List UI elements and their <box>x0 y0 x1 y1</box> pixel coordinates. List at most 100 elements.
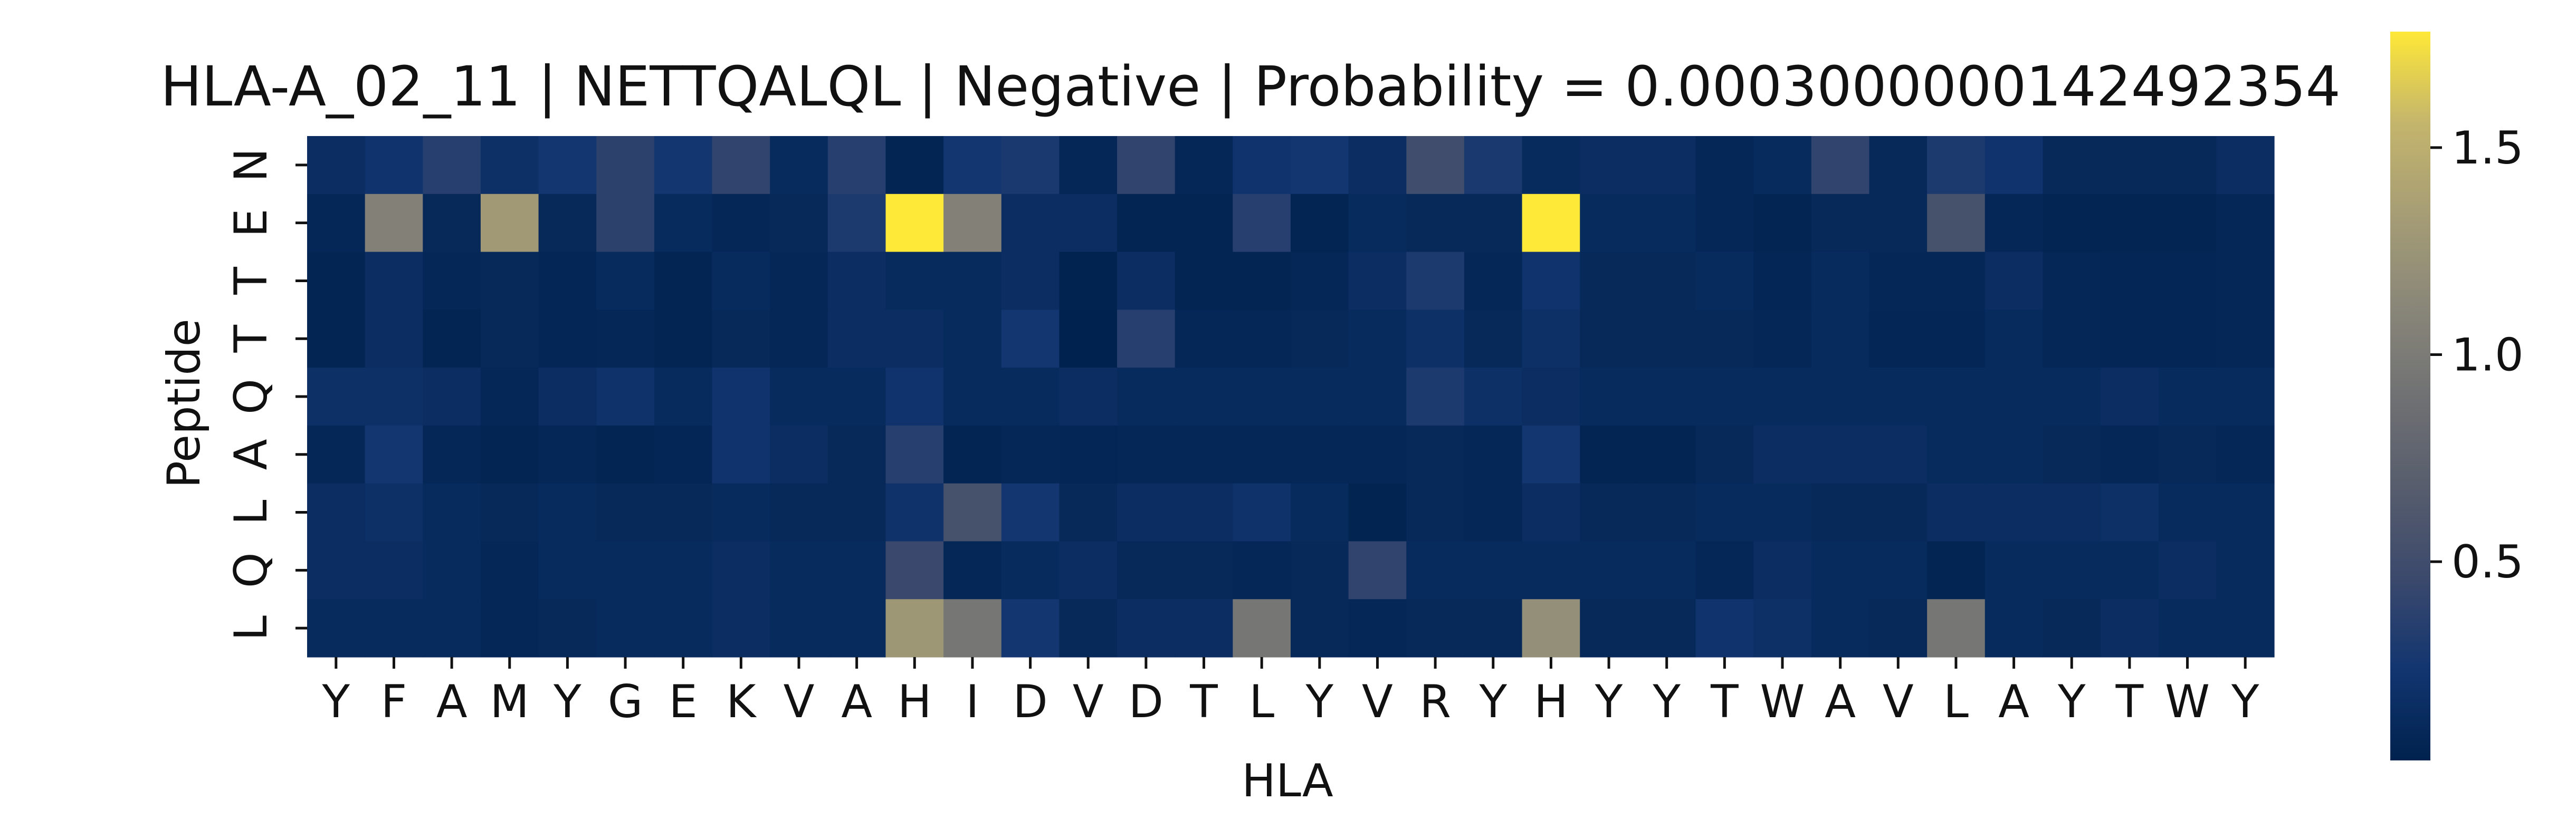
heatmap-cell <box>827 541 886 600</box>
x-tick-label: M <box>490 676 529 728</box>
heatmap-cell <box>365 310 423 368</box>
heatmap-cell <box>654 425 713 484</box>
heatmap-cell <box>1580 541 1638 600</box>
heatmap-cell <box>423 310 481 368</box>
colorbar-tick-label: 0.5 <box>2451 536 2524 589</box>
heatmap-cell <box>1985 310 2044 368</box>
heatmap-cell <box>2101 368 2159 426</box>
heatmap-cell <box>596 136 655 195</box>
heatmap-cell <box>885 599 944 658</box>
heatmap-cell <box>1175 541 1233 600</box>
heatmap-cell <box>1175 425 1233 484</box>
heatmap-cell <box>538 310 597 368</box>
heatmap-cell <box>1985 136 2044 195</box>
heatmap-cell <box>1753 599 1812 658</box>
heatmap-cell <box>712 368 770 426</box>
heatmap-cell <box>1348 194 1407 253</box>
heatmap-cell <box>1291 599 1349 658</box>
heatmap-cell <box>2158 310 2217 368</box>
heatmap-cell <box>1637 425 1696 484</box>
heatmap-cell <box>943 483 1002 542</box>
heatmap-cell <box>1001 368 1060 426</box>
heatmap-cell <box>2101 541 2159 600</box>
heatmap-cell <box>654 252 713 310</box>
heatmap-cell <box>2216 368 2275 426</box>
heatmap-cell <box>654 483 713 542</box>
heatmap-cell <box>1233 599 1291 658</box>
heatmap-cell <box>596 368 655 426</box>
heatmap-cell <box>1464 136 1523 195</box>
heatmap-cell <box>1059 194 1118 253</box>
heatmap-cell <box>538 483 597 542</box>
heatmap-cell <box>596 541 655 600</box>
heatmap-cell <box>1985 541 2044 600</box>
heatmap-cell <box>2158 599 2217 658</box>
heatmap-cell <box>365 368 423 426</box>
heatmap-cell <box>712 541 770 600</box>
x-tick-label: W <box>2165 676 2210 728</box>
heatmap-cell <box>480 310 539 368</box>
heatmap-cell <box>1811 310 1870 368</box>
heatmap-cell <box>1637 194 1696 253</box>
y-tick-label: N <box>225 148 278 182</box>
chart-title: HLA-A_02_11 | NETTQALQL | Negative | Pro… <box>160 54 2341 119</box>
heatmap-cell <box>1117 425 1176 484</box>
heatmap-cell <box>1580 194 1638 253</box>
heatmap-cell <box>1869 541 1928 600</box>
heatmap-cell <box>1695 252 1754 310</box>
heatmap-cell <box>1637 310 1696 368</box>
x-tick-label: H <box>1534 676 1568 728</box>
heatmap-cell <box>1869 136 1928 195</box>
heatmap-cell <box>1059 599 1118 658</box>
heatmap-cell <box>1869 599 1928 658</box>
heatmap-cell <box>770 541 828 600</box>
heatmap-cell <box>1348 599 1407 658</box>
heatmap-cell <box>1927 368 1986 426</box>
x-tick-label: A <box>1998 676 2029 728</box>
heatmap-cell <box>1175 252 1233 310</box>
heatmap-cell <box>2158 425 2217 484</box>
heatmap-cell <box>2043 599 2101 658</box>
heatmap-cell <box>1001 310 1060 368</box>
heatmap-cell <box>885 136 944 195</box>
heatmap-cell <box>1927 194 1986 253</box>
x-tick-label: Y <box>322 676 350 728</box>
heatmap-cell <box>1233 425 1291 484</box>
heatmap-cell <box>1464 194 1523 253</box>
heatmap-cell <box>480 194 539 253</box>
heatmap-cell <box>1753 310 1812 368</box>
heatmap-cell <box>365 425 423 484</box>
x-tick-label: K <box>726 676 757 728</box>
heatmap-cell <box>2216 136 2275 195</box>
heatmap-cell <box>596 194 655 253</box>
heatmap-cell <box>2101 252 2159 310</box>
heatmap-cell <box>943 136 1002 195</box>
heatmap-cell <box>712 136 770 195</box>
heatmap-cell <box>1059 483 1118 542</box>
heatmap-cell <box>1059 136 1118 195</box>
heatmap-cell <box>1637 136 1696 195</box>
heatmap-cell <box>1753 194 1812 253</box>
heatmap-cell <box>538 252 597 310</box>
heatmap-cell <box>1811 599 1870 658</box>
heatmap-cell <box>1869 310 1928 368</box>
heatmap-cell <box>1811 425 1870 484</box>
heatmap-cell <box>1291 368 1349 426</box>
heatmap-cell <box>307 368 366 426</box>
heatmap-cell <box>2216 425 2275 484</box>
x-tick-label: T <box>2115 676 2144 728</box>
heatmap-cell <box>2158 136 2217 195</box>
heatmap-cell <box>2101 136 2159 195</box>
heatmap-cell <box>1927 483 1986 542</box>
heatmap-cell <box>1406 541 1465 600</box>
heatmap-cell <box>1406 194 1465 253</box>
heatmap-cell <box>1406 483 1465 542</box>
heatmap-cell <box>1811 136 1870 195</box>
heatmap-cell <box>1406 368 1465 426</box>
heatmap-cells <box>307 136 2275 658</box>
heatmap-cell <box>1522 194 1580 253</box>
heatmap-cell <box>1927 425 1986 484</box>
x-tick-label: Y <box>553 676 581 728</box>
heatmap-cell <box>712 599 770 658</box>
heatmap-cell <box>1869 194 1928 253</box>
